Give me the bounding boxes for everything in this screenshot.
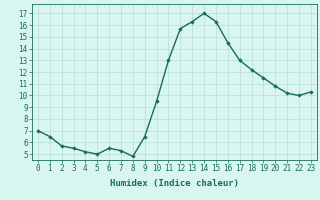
- X-axis label: Humidex (Indice chaleur): Humidex (Indice chaleur): [110, 179, 239, 188]
